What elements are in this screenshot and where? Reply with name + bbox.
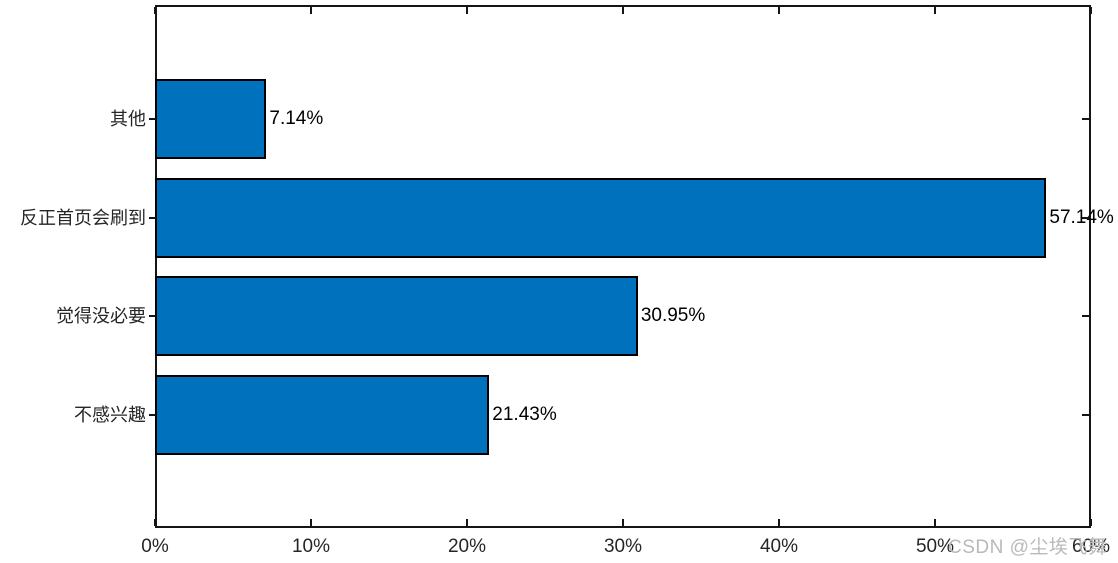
x-tick-label: 50%: [915, 536, 955, 557]
y-tick-mark-right: [1082, 315, 1089, 318]
bar: [155, 79, 267, 159]
x-tick-mark-bottom: [310, 519, 312, 526]
watermark: CSDN @尘埃飞舞: [948, 537, 1108, 558]
y-tick-mark-left: [149, 414, 156, 417]
y-tick-label: 反正首页会刷到: [20, 207, 146, 228]
bar: [155, 177, 1047, 258]
x-tick-label: 10%: [291, 536, 331, 557]
bar-value-label: 7.14%: [269, 108, 324, 129]
x-tick-mark-bottom: [778, 519, 780, 526]
x-tick-mark-bottom: [466, 519, 468, 526]
bar: [155, 276, 638, 357]
y-tick-mark-left: [149, 118, 156, 120]
bar-value-label: 30.95%: [640, 305, 706, 327]
y-tick-label: 其他: [110, 109, 146, 129]
x-tick-mark-top: [1090, 7, 1092, 14]
x-tick-mark-bottom: [154, 519, 156, 526]
y-tick-mark-right: [1082, 216, 1089, 219]
x-tick-mark-top: [934, 7, 936, 14]
y-tick-mark-right: [1082, 118, 1089, 120]
x-tick-label: 30%: [603, 536, 643, 557]
y-tick-mark-left: [149, 216, 156, 219]
x-tick-label: 20%: [447, 536, 487, 557]
x-tick-mark-top: [778, 7, 780, 14]
bar-value-label: 21.43%: [492, 404, 557, 426]
x-tick-mark-top: [466, 7, 468, 14]
x-tick-label: 40%: [759, 536, 799, 557]
x-tick-label: 0%: [141, 536, 169, 557]
bar-value-label: 57.14%: [1049, 206, 1114, 228]
x-tick-mark-bottom: [622, 519, 624, 526]
x-tick-mark-bottom: [934, 519, 936, 526]
y-tick-mark-right: [1082, 414, 1089, 417]
y-tick-label: 不感兴趣: [74, 405, 146, 426]
x-tick-mark-top: [622, 7, 624, 14]
x-tick-mark-bottom: [1090, 519, 1092, 526]
x-tick-mark-top: [310, 7, 312, 14]
x-tick-label: 60%: [1071, 536, 1111, 557]
y-tick-mark-left: [149, 315, 156, 318]
x-tick-mark-top: [154, 7, 156, 14]
bar: [155, 375, 490, 456]
y-tick-label: 觉得没必要: [56, 306, 146, 327]
